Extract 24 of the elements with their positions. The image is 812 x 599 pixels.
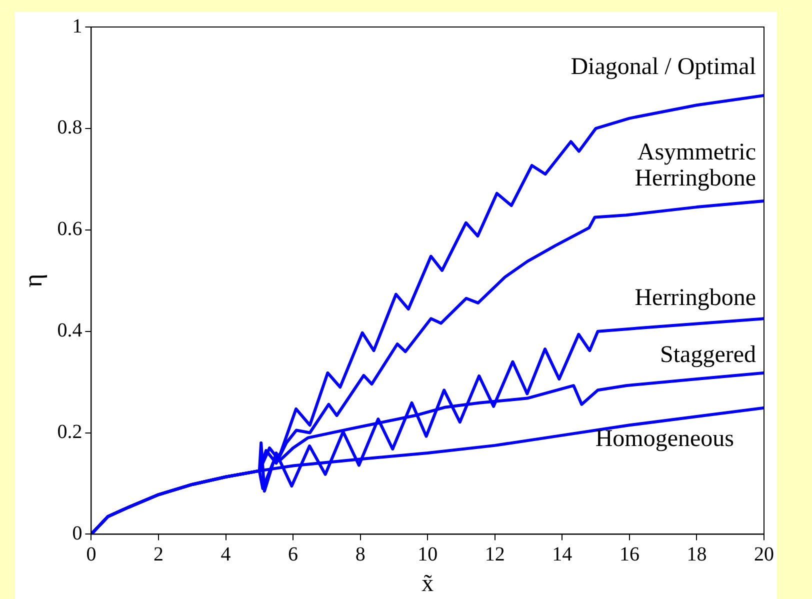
x-axis-title: x̃: [422, 570, 434, 597]
x-tick-label: 10: [418, 543, 438, 566]
y-tick-label: 0: [72, 522, 82, 544]
x-tick-label: 2: [153, 543, 164, 566]
x-tick-label: 0: [86, 543, 96, 566]
y-tick-label: 1: [72, 15, 82, 38]
series-label: Homogeneous: [595, 426, 734, 452]
series-label: Asymmetric Herringbone: [634, 139, 756, 192]
x-tick-label: 18: [686, 543, 707, 566]
series-label: Staggered: [660, 342, 756, 368]
x-tick-label: 6: [288, 543, 298, 566]
x-tick-label: 20: [754, 543, 774, 566]
x-tick-label: 12: [484, 543, 505, 566]
x-tick-label: 4: [220, 543, 231, 566]
y-tick-label: 0.4: [57, 320, 82, 342]
x-tick-label: 16: [619, 543, 640, 566]
series-label: Diagonal / Optimal: [570, 54, 756, 80]
y-axis-title: η: [18, 274, 48, 288]
x-tick-label: 14: [552, 543, 572, 566]
x-tick-label: 8: [355, 543, 366, 566]
y-tick-label: 0.6: [57, 218, 82, 240]
y-tick-label: 0.2: [57, 421, 82, 444]
y-tick-label: 0.8: [57, 116, 82, 139]
series-label: Herringbone: [634, 284, 756, 311]
